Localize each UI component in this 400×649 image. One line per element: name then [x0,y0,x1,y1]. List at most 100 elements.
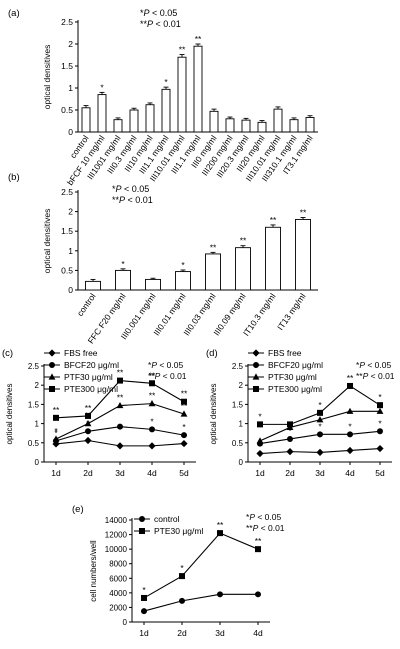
data-point [180,439,188,448]
legend-marker [48,373,56,380]
data-point [116,442,124,450]
significance-mark: * [182,422,186,432]
x-tick-label: 4d [345,468,355,478]
significance-mark: ** [117,393,124,403]
data-point [217,530,223,537]
significance-mark: * [378,392,382,402]
significance-note: *P < 0.05 [140,8,177,18]
bar [209,110,219,133]
significance-mark: ** [217,520,224,530]
data-point [141,608,147,615]
data-point [85,412,91,419]
legend-marker [253,362,259,368]
significance-mark: * [164,77,168,87]
data-point [52,440,60,448]
significance-note: **P < 0.01 [148,371,187,381]
significance-mark: ** [117,368,124,378]
data-point [286,448,294,456]
significance-mark: ** [181,389,188,399]
y-tick-label: 2000 [109,603,127,612]
significance-mark: ** [255,536,262,546]
legend-label: FBS free [64,348,98,358]
y-tick-label: 0 [68,127,73,137]
significance-mark: * [258,411,262,421]
significance-mark: * [181,260,185,270]
data-point [149,380,155,387]
significance-mark: * [318,421,322,431]
bar [305,117,315,133]
significance-mark: ** [181,401,188,411]
significance-mark: * [318,400,322,410]
significance-mark: * [54,428,58,438]
panel-c: (c) 0 0.5 1 1.5 2 2.5 optical densitives *P < 0.… [2,348,196,478]
series-line [55,403,185,440]
y-tick-label: 2 [68,207,73,217]
data-point [346,407,354,414]
legend-label: control [154,514,180,524]
significance-mark: ** [270,215,277,225]
y-tick-label: 4000 [109,589,127,598]
x-tick-label: 1d [139,628,149,638]
legend-marker [49,362,55,368]
data-point [255,591,261,598]
y-axis-label: optical densitives [42,209,52,274]
x-tick-label: 2d [285,468,295,478]
significance-note: **P < 0.01 [356,371,395,381]
y-tick-label: 1 [68,83,73,93]
significance-note: *P < 0.05 [356,360,391,370]
significance-mark: * [100,82,104,92]
legend-label: PTF30 μg/ml [64,372,113,382]
significance-mark: * [142,585,146,595]
y-tick-label: 14000 [105,516,128,525]
significance-mark: * [180,563,184,573]
x-tick-label: 4d [147,468,157,478]
data-point [255,546,261,553]
y-tick-label: 1.5 [61,226,73,236]
bar [145,104,155,133]
bar [129,109,139,133]
data-point [53,414,59,421]
bar [257,121,267,133]
legend-label: PTE300 μg/ml [64,384,118,394]
bar [225,118,235,133]
significance-note: *P < 0.05 [148,360,183,370]
significance-mark: * [121,259,125,269]
legend-marker [49,386,55,392]
data-point [257,421,263,428]
panel-label: (b) [8,172,20,183]
y-axis-label: optical densitives [209,384,218,445]
y-tick-label: 2 [239,381,244,390]
data-point [287,421,293,428]
bar [97,94,107,133]
bar [273,108,283,133]
data-point [84,436,92,445]
bar [85,280,101,291]
significance-mark: ** [85,411,92,421]
legend-label: PTE300 μg/ml [268,384,322,394]
legend-marker [252,349,260,357]
data-point [317,431,323,438]
y-tick-label: 12000 [105,531,128,540]
significance-note: *P < 0.05 [246,512,281,522]
x-tick-label: 5d [375,468,385,478]
data-point [116,401,124,409]
significance-mark: ** [210,242,217,252]
data-point [180,410,188,417]
panel-d: (d) 0 0.5 1 1.5 2 2.5 optical densitives *P < 0.… [206,348,395,478]
data-point [377,428,383,435]
panel-label: (d) [206,348,218,359]
data-point [316,416,324,423]
x-tick-label: 2d [177,628,187,638]
panel-label: (c) [2,348,13,359]
y-tick-label: 0.5 [28,439,40,448]
data-point [181,398,187,405]
x-tick-label: 2d [83,468,93,478]
significance-mark: * [150,416,154,426]
significance-note: *P < 0.05 [112,184,149,194]
data-point [181,432,187,439]
x-tick-label: 5d [179,468,189,478]
y-tick-label: 8000 [109,560,127,569]
y-tick-label: 10000 [105,545,128,554]
bar [295,218,311,291]
